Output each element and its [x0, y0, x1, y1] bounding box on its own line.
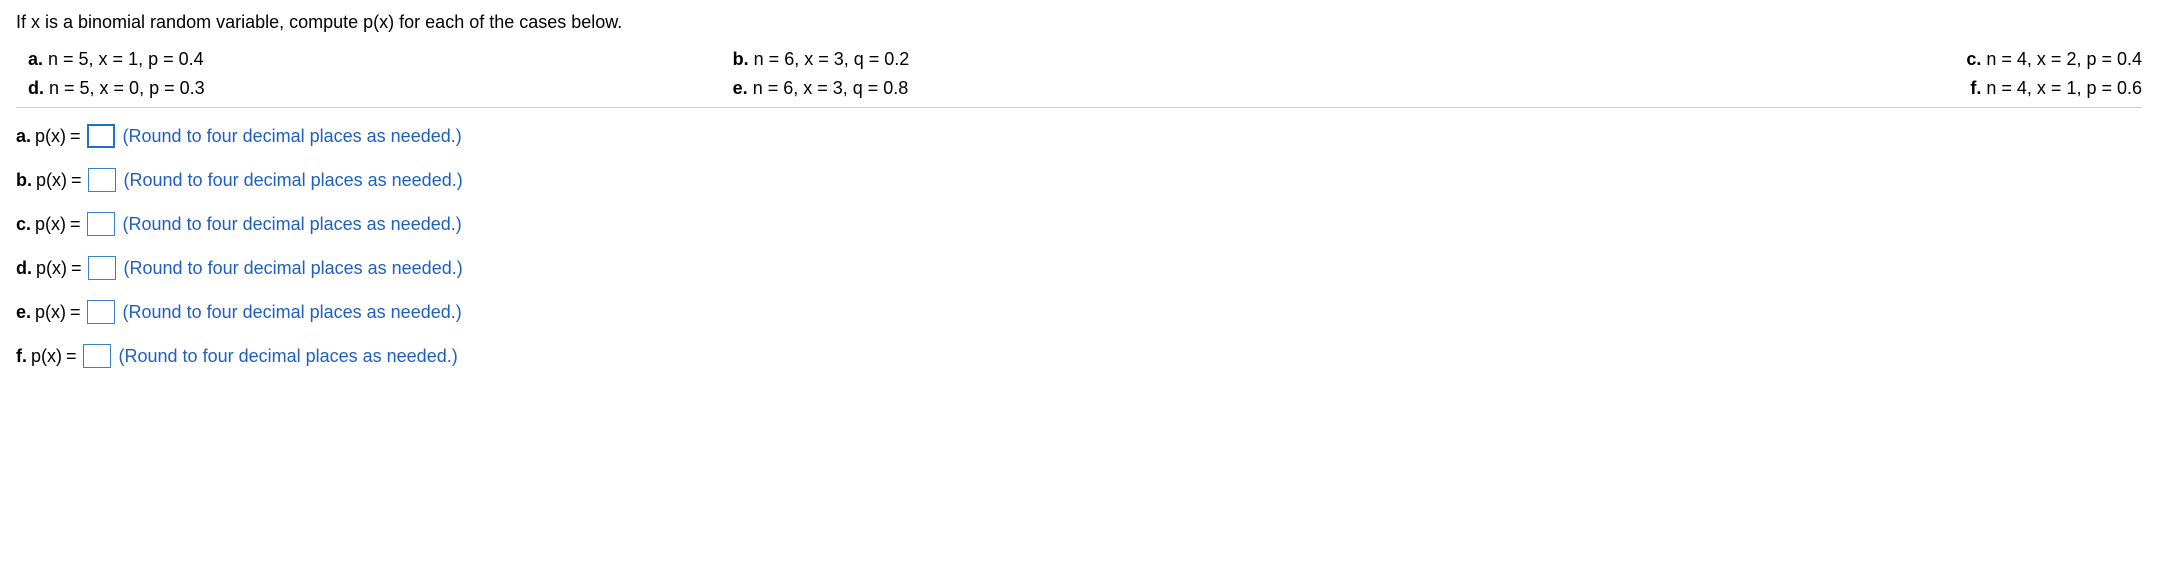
answer-c-hint: (Round to four decimal places as needed.…	[123, 214, 462, 235]
answer-b-prefix: p(x)	[36, 170, 67, 191]
cases-row-1: a. n = 5, x = 1, p = 0.4 b. n = 6, x = 3…	[16, 49, 2142, 70]
answer-d-equals: =	[71, 258, 82, 279]
answer-d-prefix: p(x)	[36, 258, 67, 279]
case-e-text: n = 6, x = 3, q = 0.8	[748, 78, 909, 98]
answer-c-prefix: p(x)	[35, 214, 66, 235]
question-prompt: If x is a binomial random variable, comp…	[16, 12, 2142, 33]
case-a: a. n = 5, x = 1, p = 0.4	[16, 49, 733, 70]
answer-d-label: d.	[16, 258, 32, 279]
answer-a-prefix: p(x)	[35, 126, 66, 147]
answer-f-hint: (Round to four decimal places as needed.…	[119, 346, 458, 367]
case-e: e. n = 6, x = 3, q = 0.8	[733, 78, 1438, 99]
answer-row-a: a. p(x) = (Round to four decimal places …	[16, 124, 2142, 148]
answer-e-hint: (Round to four decimal places as needed.…	[123, 302, 462, 323]
answer-c-label: c.	[16, 214, 31, 235]
answer-d-hint: (Round to four decimal places as needed.…	[124, 258, 463, 279]
answer-b-equals: =	[71, 170, 82, 191]
answer-b-input[interactable]	[88, 168, 116, 192]
case-f: f. n = 4, x = 1, p = 0.6	[1437, 78, 2142, 99]
case-f-label: f.	[1970, 78, 1981, 98]
case-a-label: a.	[28, 49, 43, 69]
case-d: d. n = 5, x = 0, p = 0.3	[16, 78, 733, 99]
answer-f-label: f.	[16, 346, 27, 367]
answer-row-f: f. p(x) = (Round to four decimal places …	[16, 344, 2142, 368]
case-c-text: n = 4, x = 2, p = 0.4	[1981, 49, 2142, 69]
cases-row-2: d. n = 5, x = 0, p = 0.3 e. n = 6, x = 3…	[16, 78, 2142, 99]
case-f-text: n = 4, x = 1, p = 0.6	[1981, 78, 2142, 98]
case-c: c. n = 4, x = 2, p = 0.4	[1437, 49, 2142, 70]
answer-c-input[interactable]	[87, 212, 115, 236]
answer-f-equals: =	[66, 346, 77, 367]
case-c-label: c.	[1966, 49, 1981, 69]
answer-a-label: a.	[16, 126, 31, 147]
answer-row-c: c. p(x) = (Round to four decimal places …	[16, 212, 2142, 236]
answer-d-input[interactable]	[88, 256, 116, 280]
answer-e-input[interactable]	[87, 300, 115, 324]
case-b-text: n = 6, x = 3, q = 0.2	[749, 49, 910, 69]
case-b-label: b.	[733, 49, 749, 69]
answer-a-hint: (Round to four decimal places as needed.…	[123, 126, 462, 147]
case-a-text: n = 5, x = 1, p = 0.4	[43, 49, 204, 69]
answer-row-d: d. p(x) = (Round to four decimal places …	[16, 256, 2142, 280]
answer-a-equals: =	[70, 126, 81, 147]
answer-f-input[interactable]	[83, 344, 111, 368]
answer-e-label: e.	[16, 302, 31, 323]
answer-e-equals: =	[70, 302, 81, 323]
answer-b-hint: (Round to four decimal places as needed.…	[124, 170, 463, 191]
answer-e-prefix: p(x)	[35, 302, 66, 323]
answer-a-input[interactable]	[87, 124, 115, 148]
case-d-text: n = 5, x = 0, p = 0.3	[44, 78, 205, 98]
case-b: b. n = 6, x = 3, q = 0.2	[733, 49, 1438, 70]
divider	[16, 107, 2142, 108]
answer-c-equals: =	[70, 214, 81, 235]
case-e-label: e.	[733, 78, 748, 98]
answer-b-label: b.	[16, 170, 32, 191]
answer-row-b: b. p(x) = (Round to four decimal places …	[16, 168, 2142, 192]
answer-f-prefix: p(x)	[31, 346, 62, 367]
case-d-label: d.	[28, 78, 44, 98]
answer-row-e: e. p(x) = (Round to four decimal places …	[16, 300, 2142, 324]
